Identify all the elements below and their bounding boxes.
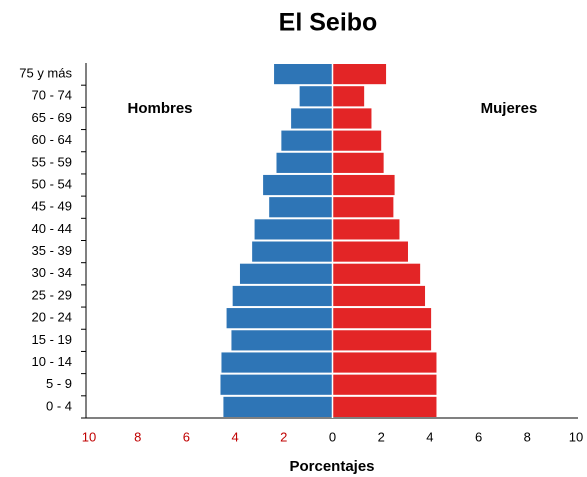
bar	[274, 64, 333, 85]
x-axis-label: Porcentajes	[289, 458, 374, 475]
bar	[221, 352, 333, 373]
y-tick-label: 25 - 29	[32, 287, 72, 302]
y-tick-label: 15 - 19	[32, 332, 72, 347]
x-tick-label: 8	[524, 429, 531, 444]
bar	[299, 86, 333, 107]
bar	[232, 285, 333, 307]
bar	[332, 241, 408, 262]
x-tick-label: 10	[569, 429, 583, 444]
y-tick-label: 20 - 24	[32, 310, 72, 325]
bar	[332, 263, 421, 284]
y-tick-label: 65 - 69	[32, 110, 72, 125]
bar	[223, 396, 333, 417]
bar	[239, 263, 333, 284]
y-tick-label: 75 y más	[19, 66, 72, 81]
bar	[332, 308, 432, 329]
bar	[231, 330, 333, 351]
legend-label: Mujeres	[481, 100, 538, 117]
bar	[332, 130, 382, 151]
legend-label: Hombres	[127, 100, 192, 117]
bar	[276, 152, 333, 173]
bar	[281, 130, 333, 151]
bar	[332, 352, 437, 373]
y-tick-label: 55 - 59	[32, 154, 72, 169]
y-tick-label: 5 - 9	[46, 376, 72, 391]
x-tick-label: 4	[231, 429, 238, 444]
bar	[332, 285, 426, 307]
y-tick-label: 30 - 34	[32, 265, 72, 280]
bar	[220, 374, 333, 395]
y-tick-label: 45 - 49	[32, 199, 72, 214]
x-tick-label: 6	[183, 429, 190, 444]
x-tick-label: 8	[134, 429, 141, 444]
y-tick-label: 50 - 54	[32, 176, 72, 191]
x-tick-label: 0	[329, 429, 336, 444]
y-tick-label: 35 - 39	[32, 243, 72, 258]
bar	[332, 86, 365, 107]
bar	[332, 374, 437, 395]
y-tick-label: 0 - 4	[46, 398, 72, 413]
y-tick-label: 60 - 64	[32, 132, 72, 147]
bar	[269, 197, 333, 218]
bar	[332, 330, 432, 351]
y-tick-label: 70 - 74	[32, 88, 72, 103]
bar	[332, 64, 387, 85]
x-tick-label: 2	[378, 429, 385, 444]
chart-title: El Seibo	[279, 9, 378, 37]
bar	[291, 108, 333, 129]
bar	[263, 174, 333, 196]
y-tick-label: 10 - 14	[32, 354, 72, 369]
bar	[332, 174, 395, 196]
bar	[332, 152, 384, 173]
x-tick-label: 2	[280, 429, 287, 444]
bar	[332, 197, 394, 218]
bar	[254, 219, 333, 240]
bar	[252, 241, 333, 262]
x-tick-label: 4	[426, 429, 433, 444]
x-tick-label: 6	[475, 429, 482, 444]
bar	[332, 219, 400, 240]
y-tick-label: 40 - 44	[32, 221, 72, 236]
bar	[332, 108, 372, 129]
bar	[332, 396, 437, 417]
x-tick-label: 10	[82, 429, 96, 444]
bar	[226, 308, 333, 329]
